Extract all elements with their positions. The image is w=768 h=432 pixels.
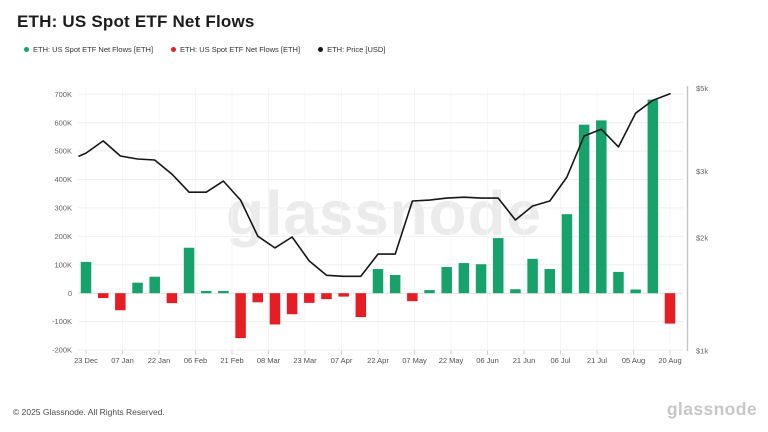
netflow-bar-negative — [304, 293, 315, 303]
netflow-bar-positive — [510, 289, 521, 294]
right-axis-label: $1k — [696, 347, 708, 356]
netflow-bar-positive — [561, 214, 573, 294]
netflow-bar-positive — [424, 290, 435, 294]
x-axis-label: 22 Jan — [148, 356, 171, 365]
x-axis-label: 22 May — [439, 356, 464, 365]
legend-item-label: ETH: US Spot ETF Net Flows [ETH] — [180, 45, 301, 54]
netflow-bar-positive — [218, 290, 229, 294]
netflow-bar-negative — [286, 293, 298, 315]
netflow-bar-positive — [647, 99, 659, 294]
green-dot-icon — [24, 47, 29, 52]
x-axis-label: 06 Jul — [550, 356, 570, 365]
netflow-bar-positive — [630, 289, 641, 294]
netflow-bar-positive — [492, 238, 504, 294]
left-axis-label: 400K — [54, 175, 72, 184]
netflow-bar-positive — [596, 120, 607, 294]
netflow-bar-positive — [527, 258, 538, 294]
right-axis-label: $3k — [696, 167, 708, 176]
x-axis-label: 06 Jun — [476, 356, 499, 365]
netflow-bar-positive — [200, 290, 212, 294]
x-axis-label: 07 May — [402, 356, 427, 365]
right-axis-label: $2k — [696, 233, 708, 242]
netflow-bar-positive — [149, 276, 160, 294]
x-axis-label: 22 Apr — [367, 356, 389, 365]
glassnode-logo: glassnode — [666, 399, 757, 419]
netflow-bar-negative — [115, 293, 126, 311]
x-axis-label: 23 Dec — [74, 356, 98, 365]
right-axis-label: $5k — [696, 84, 708, 93]
netflow-bar-positive — [372, 269, 384, 294]
legend-item-netflows-negative[interactable]: ETH: US Spot ETF Net Flows [ETH] — [171, 45, 300, 54]
legend-item-label: ETH: US Spot ETF Net Flows [ETH] — [33, 45, 154, 54]
x-axis-label: 21 Jul — [587, 356, 607, 365]
left-axis-label: 100K — [54, 260, 72, 269]
red-dot-icon — [171, 47, 177, 52]
netflow-bar-positive — [389, 275, 401, 294]
netflow-bar-negative — [252, 293, 264, 303]
price-line — [78, 93, 671, 278]
x-axis-label: 07 Jan — [111, 356, 134, 365]
netflow-bar-positive — [458, 263, 470, 294]
left-axis-label: 0 — [68, 289, 72, 298]
netflow-bar-negative — [235, 293, 246, 339]
x-axis-label: 23 Mar — [293, 356, 317, 365]
netflow-bar-positive — [183, 247, 195, 294]
netflow-bar-negative — [338, 293, 349, 297]
x-axis-label: 05 Aug — [622, 356, 645, 365]
x-axis-label: 07 Apr — [331, 356, 353, 365]
left-axis-label: 700K — [54, 90, 72, 99]
netflow-bar-negative — [166, 293, 178, 304]
netflow-bar-positive — [132, 282, 143, 294]
x-axis-label: 08 Mar — [257, 356, 281, 365]
netflow-bar-positive — [441, 267, 452, 294]
netflow-bar-negative — [269, 293, 281, 325]
x-axis-label: 06 Feb — [184, 356, 207, 365]
netflow-bar-positive — [578, 124, 590, 294]
netflow-bar-negative — [664, 293, 676, 324]
netflow-bar-negative — [355, 293, 367, 318]
left-axis-label: 300K — [54, 204, 72, 213]
netflow-bar-negative — [97, 293, 109, 299]
netflow-bar-positive — [80, 261, 92, 294]
left-axis-label: 600K — [54, 118, 72, 127]
black-dot-icon — [318, 47, 324, 52]
left-axis-label: -200K — [52, 346, 72, 355]
copyright-text: © 2025 Glassnode. All Rights Reserved. — [13, 407, 165, 417]
netflow-bar-positive — [475, 264, 487, 294]
legend-item-netflows-positive[interactable]: ETH: US Spot ETF Net Flows [ETH] — [24, 45, 153, 54]
x-axis-label: 21 Jun — [513, 356, 536, 365]
left-axis-label: -100K — [52, 317, 72, 326]
chart-title: ETH: US Spot ETF Net Flows — [17, 12, 255, 31]
left-axis-label: 500K — [54, 147, 72, 156]
legend: ETH: US Spot ETF Net Flows [ETH] ETH: US… — [24, 45, 385, 54]
legend-item-label: ETH: Price [USD] — [327, 45, 386, 54]
x-axis-label: 20 Aug — [658, 356, 681, 365]
netflow-bar-negative — [321, 293, 332, 300]
left-axis-label: 200K — [54, 232, 72, 241]
netflow-bar-positive — [544, 269, 556, 294]
legend-item-price[interactable]: ETH: Price [USD] — [318, 45, 385, 54]
netflow-bar-negative — [407, 293, 418, 302]
x-axis-label: 21 Feb — [220, 356, 243, 365]
netflow-bar-positive — [613, 271, 624, 294]
